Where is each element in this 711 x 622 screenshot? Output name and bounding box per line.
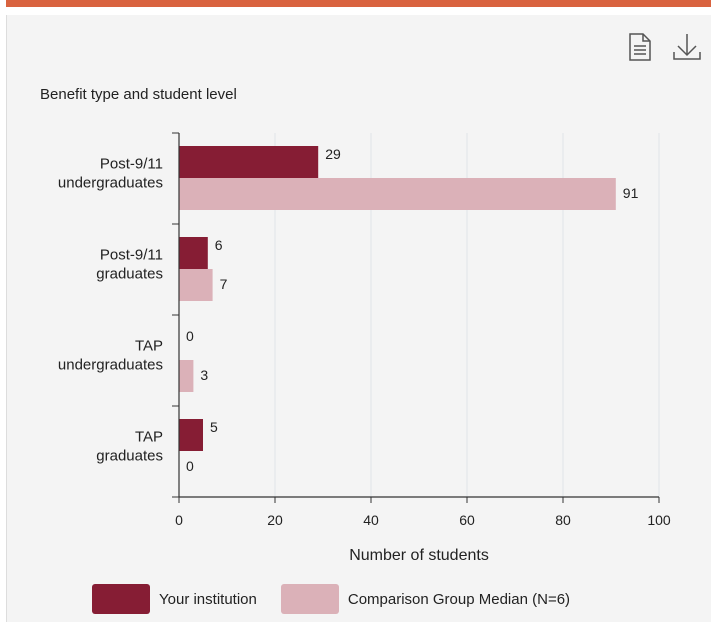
x-tick-label: 40 <box>363 512 379 528</box>
data-label: 5 <box>210 419 218 435</box>
legend-swatch-your-institution[interactable] <box>92 584 150 614</box>
category-label: graduates <box>96 266 163 283</box>
category-label: undergraduates <box>58 175 163 192</box>
data-label: 91 <box>623 185 639 201</box>
legend-label-your-institution[interactable]: Your institution <box>159 590 257 608</box>
data-label: 29 <box>325 146 341 162</box>
category-label: Post-9/11 <box>100 156 163 173</box>
legend-label-comparison[interactable]: Comparison Group Median (N=6) <box>347 590 571 608</box>
bar-comparison[interactable] <box>179 178 616 210</box>
x-tick-label: 0 <box>175 512 183 528</box>
accent-bar <box>6 0 711 7</box>
x-tick-label: 60 <box>459 512 475 528</box>
chart-title: Benefit type and student level <box>40 86 237 103</box>
legend: Your institution Comparison Group Median… <box>92 583 570 615</box>
data-label: 7 <box>220 276 228 292</box>
bar-your-institution[interactable] <box>179 237 208 269</box>
chart-panel <box>6 15 711 622</box>
bar-comparison[interactable] <box>179 360 194 392</box>
legend-swatch-comparison[interactable] <box>280 584 339 614</box>
category-label: Post-9/11 <box>100 247 163 264</box>
x-axis-title: Number of students <box>349 547 489 564</box>
document-icon[interactable] <box>626 28 656 64</box>
data-label: 0 <box>186 458 194 474</box>
category-label: undergraduates <box>58 357 163 374</box>
category-label: TAP <box>135 429 163 446</box>
category-label: TAP <box>135 338 163 355</box>
x-tick-label: 80 <box>555 512 571 528</box>
data-label: 0 <box>186 328 194 344</box>
bar-your-institution[interactable] <box>179 146 319 178</box>
x-tick-label: 20 <box>267 512 283 528</box>
data-label: 3 <box>200 367 208 383</box>
data-label: 6 <box>215 237 223 253</box>
x-tick-label: 100 <box>647 512 671 528</box>
download-icon[interactable] <box>672 28 702 64</box>
category-label: graduates <box>96 448 163 465</box>
bar-your-institution[interactable] <box>179 419 203 451</box>
bar-comparison[interactable] <box>179 269 213 301</box>
